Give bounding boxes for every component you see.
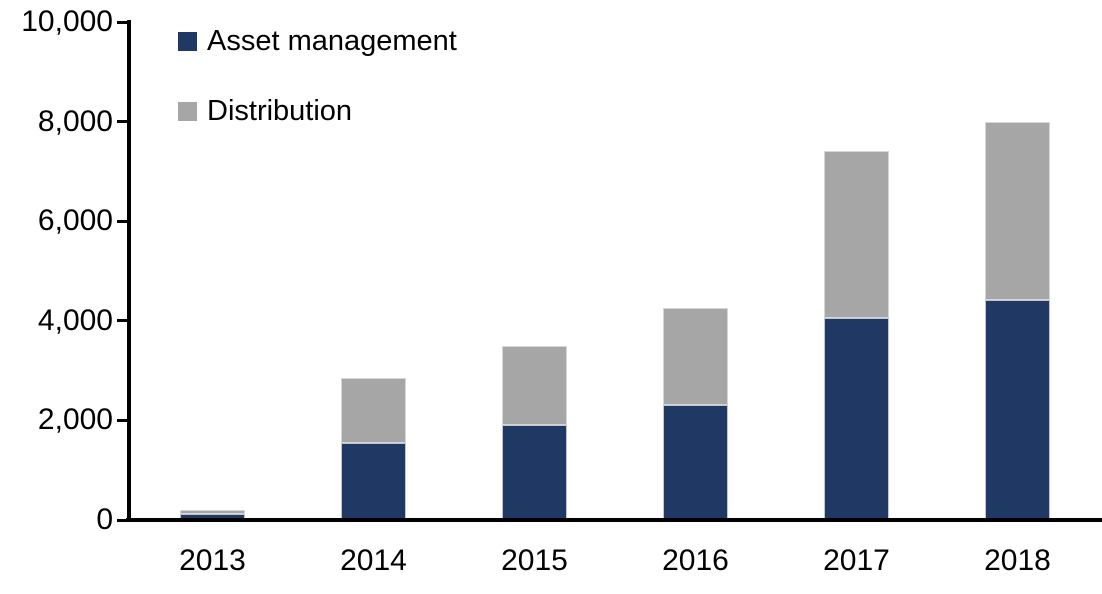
- y-axis-tick-label: 10,000: [21, 5, 113, 38]
- legend-label-asset-management: Asset management: [207, 24, 457, 57]
- legend-swatch-distribution: [178, 101, 197, 121]
- x-axis-tick-label-2015: 2015: [501, 544, 568, 577]
- bar-segment-distribution-2016: [663, 308, 728, 406]
- bar-segment-distribution-2014: [341, 378, 406, 443]
- x-axis-tick-label-2017: 2017: [823, 544, 890, 577]
- bar-segment-distribution-2018: [985, 121, 1050, 300]
- legend-item-asset-management: Asset management: [178, 24, 457, 58]
- y-tick-mark: [117, 20, 128, 24]
- x-axis-tick-label-2016: 2016: [662, 544, 729, 577]
- bar-segment-distribution-2017: [824, 151, 889, 319]
- bar-2016: [663, 308, 728, 520]
- y-tick-mark: [117, 219, 128, 223]
- bar-2017: [824, 151, 889, 520]
- x-axis-tick-label-2013: 2013: [179, 544, 246, 577]
- bar-segment-asset-management-2017: [824, 318, 889, 520]
- y-axis-tick-label: 8,000: [37, 104, 113, 138]
- y-axis-tick-label: 2,000: [37, 403, 113, 437]
- legend-item-distribution: Distribution: [178, 94, 352, 128]
- bar-segment-distribution-2015: [502, 345, 567, 426]
- x-axis-tick-label-2018: 2018: [984, 544, 1051, 577]
- bar-segment-asset-management-2016: [663, 405, 728, 520]
- bar-2014: [341, 378, 406, 520]
- y-tick-mark: [117, 518, 128, 522]
- bar-2015: [502, 345, 567, 520]
- bar-2018: [985, 121, 1050, 520]
- bar-segment-asset-management-2014: [341, 442, 406, 520]
- y-tick-mark: [117, 319, 128, 323]
- legend-swatch-asset-management: [178, 31, 197, 51]
- y-tick-mark: [117, 418, 128, 422]
- legend-label-distribution: Distribution: [207, 94, 353, 127]
- y-axis-tick-label: 4,000: [37, 303, 113, 337]
- x-axis-tick-label-2014: 2014: [340, 544, 407, 577]
- y-axis-line: [127, 20, 131, 522]
- x-axis-line: [126, 518, 1102, 522]
- bar-segment-asset-management-2018: [985, 299, 1050, 520]
- y-tick-mark: [117, 120, 128, 124]
- bar-segment-asset-management-2015: [502, 425, 567, 520]
- y-axis-tick-label: 0: [96, 503, 113, 536]
- bar-segment-distribution-2013: [180, 510, 245, 515]
- y-axis-tick-label: 6,000: [37, 204, 113, 238]
